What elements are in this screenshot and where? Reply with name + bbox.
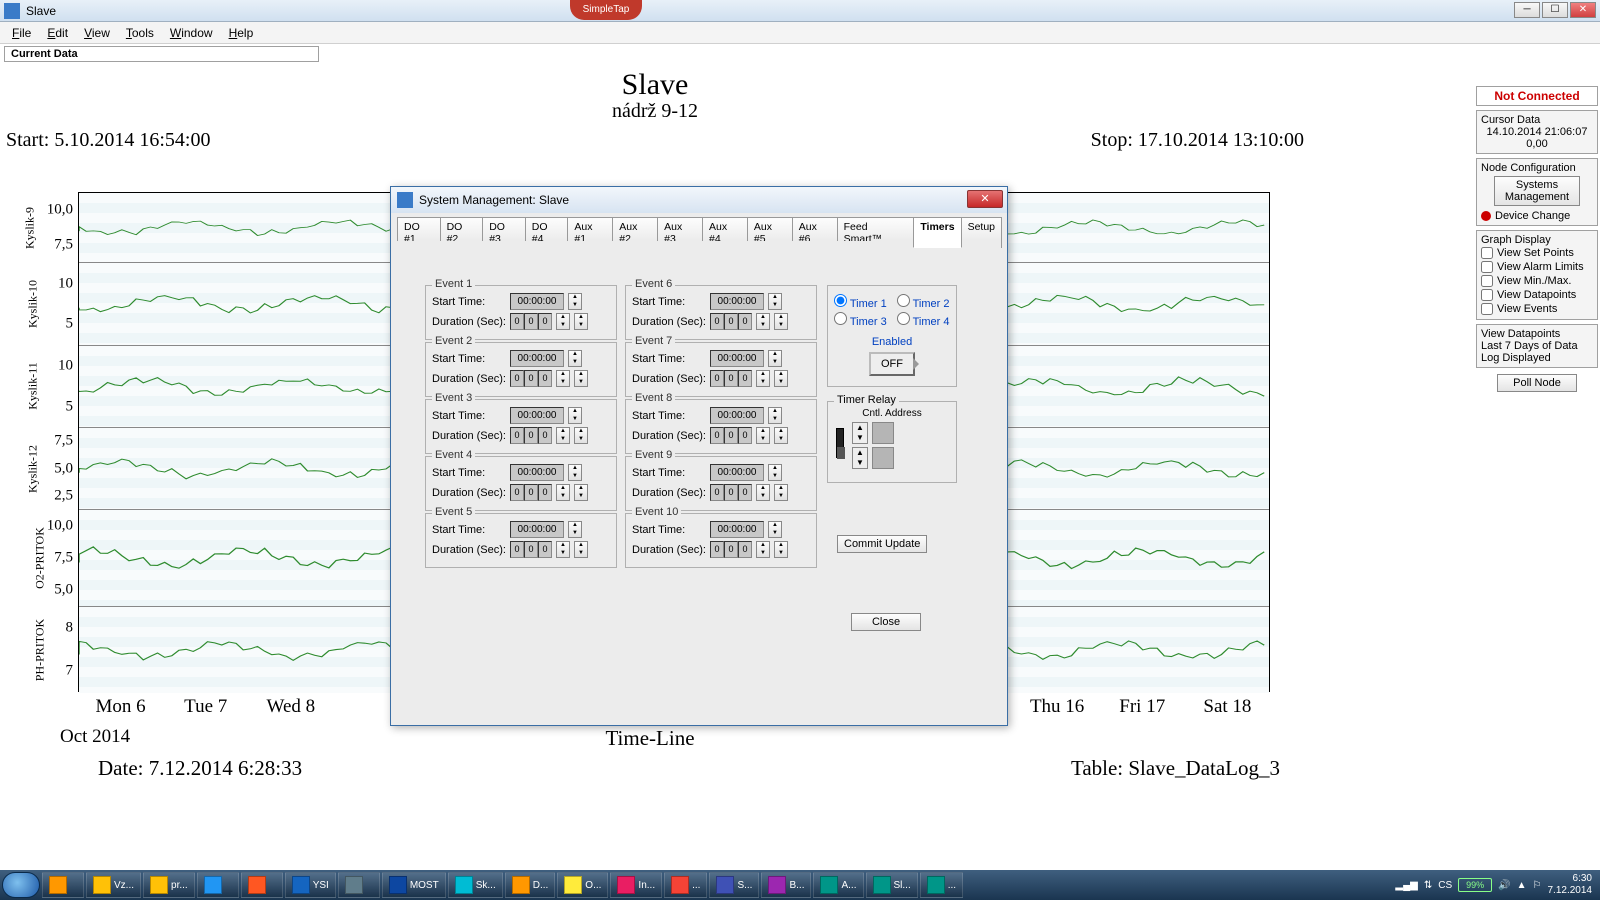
timer-relay-header: Timer Relay <box>834 394 899 406</box>
enabled-label: Enabled <box>834 336 950 348</box>
menu-window[interactable]: Window <box>162 26 221 40</box>
check-2[interactable] <box>1481 275 1493 287</box>
taskbar-item-13[interactable]: S... <box>709 872 759 898</box>
chart-start: Start: 5.10.2014 16:54:00 <box>6 129 210 152</box>
node-config-header: Node Configuration <box>1481 162 1593 174</box>
relay-address-label: Cntl. Address <box>834 408 950 419</box>
dlg-tab-11[interactable]: Timers <box>913 217 961 248</box>
chart-title: Slave <box>0 68 1310 102</box>
timer-2-radio[interactable] <box>897 294 910 307</box>
simpletap-badge[interactable]: SimpleTap <box>570 0 642 20</box>
window-titlebar: Slave ─ ☐ ✕ <box>0 0 1600 22</box>
clock[interactable]: 6:30 7.12.2014 <box>1548 873 1593 897</box>
taskbar: Vz...pr...YSIMOSTSk...D...O...In......S.… <box>0 870 1600 900</box>
graph-display-header: Graph Display <box>1481 234 1593 246</box>
timer-3-radio[interactable] <box>834 312 847 325</box>
taskbar-item-16[interactable]: Sl... <box>866 872 918 898</box>
taskbar-item-2[interactable]: pr... <box>143 872 195 898</box>
device-change-icon <box>1481 211 1491 221</box>
menu-bar: File Edit View Tools Window Help <box>0 22 1600 44</box>
tray-chevron-icon[interactable]: ▲ <box>1517 880 1527 891</box>
dialog-titlebar: System Management: Slave ✕ <box>391 187 1007 213</box>
taskbar-item-6[interactable] <box>338 872 380 898</box>
relay-addr-2-val <box>872 447 894 469</box>
cursor-time: 14.10.2014 21:06:07 <box>1481 126 1593 138</box>
close-window-button[interactable]: ✕ <box>1570 2 1596 18</box>
taskbar-item-9[interactable]: D... <box>505 872 556 898</box>
chart-subtitle: nádrž 9-12 <box>0 100 1310 123</box>
cursor-data-box: Cursor Data 14.10.2014 21:06:07 0,00 <box>1476 110 1598 154</box>
events-column-right: Event 6 Start Time: 00:00:00 ▲▼ Duration… <box>625 285 817 570</box>
node-config-box: Node Configuration Systems Management De… <box>1476 158 1598 226</box>
taskbar-item-17[interactable]: ... <box>920 872 963 898</box>
taskbar-item-14[interactable]: B... <box>761 872 811 898</box>
chart-stop: Stop: 17.10.2014 13:10:00 <box>1091 129 1304 152</box>
footer-table: Table: Slave_DataLog_3 <box>1071 756 1280 781</box>
menu-tools[interactable]: Tools <box>118 26 162 40</box>
taskbar-item-4[interactable] <box>241 872 283 898</box>
start-button[interactable] <box>2 872 40 898</box>
check-3[interactable] <box>1481 289 1493 301</box>
graph-display-box: Graph Display View Set PointsView Alarm … <box>1476 230 1598 320</box>
dialog-icon <box>397 192 413 208</box>
side-panel: Not Connected Cursor Data 14.10.2014 21:… <box>1476 86 1598 394</box>
menu-edit[interactable]: Edit <box>39 26 76 40</box>
taskbar-item-15[interactable]: A... <box>813 872 863 898</box>
systems-management-button[interactable]: Systems Management <box>1494 176 1580 206</box>
cursor-value: 0,00 <box>1481 138 1593 150</box>
dialog-close-x[interactable]: ✕ <box>967 190 1003 208</box>
check-1[interactable] <box>1481 261 1493 273</box>
taskbar-item-7[interactable]: MOST <box>382 872 446 898</box>
relay-addr-1-val <box>872 422 894 444</box>
commit-update-button[interactable]: Commit Update <box>837 535 927 553</box>
events-column-left: Event 1 Start Time: 00:00:00 ▲▼ Duration… <box>425 285 617 570</box>
enabled-toggle[interactable]: OFF <box>869 352 915 376</box>
timeline-label: Time-Line <box>0 726 1300 751</box>
taskbar-item-8[interactable]: Sk... <box>448 872 503 898</box>
taskbar-item-5[interactable]: YSI <box>285 872 336 898</box>
taskbar-item-12[interactable]: ... <box>664 872 707 898</box>
footer-date: Date: 7.12.2014 6:28:33 <box>98 756 302 781</box>
cursor-data-header: Cursor Data <box>1481 114 1593 126</box>
check-0[interactable] <box>1481 247 1493 259</box>
dialog-title: System Management: Slave <box>419 193 569 207</box>
view-datapoints-header: View Datapoints <box>1481 328 1593 340</box>
view-datapoints-box: View Datapoints Last 7 Days of Data Log … <box>1476 324 1598 368</box>
check-4[interactable] <box>1481 303 1493 315</box>
connection-status: Not Connected <box>1476 86 1598 106</box>
taskbar-item-10[interactable]: O... <box>557 872 608 898</box>
battery-indicator[interactable]: 99% <box>1458 878 1492 892</box>
dialog-close-button[interactable]: Close <box>851 613 921 631</box>
taskbar-item-0[interactable] <box>42 872 84 898</box>
timer-4-radio[interactable] <box>897 312 910 325</box>
timer-relay-box: Timer Relay Cntl. Address ▲▼ ▲▼ <box>827 401 957 483</box>
taskbar-item-11[interactable]: In... <box>610 872 662 898</box>
timer-1-radio[interactable] <box>834 294 847 307</box>
maximize-button[interactable]: ☐ <box>1542 2 1568 18</box>
menu-view[interactable]: View <box>76 26 118 40</box>
system-tray: ▂▄▆ ⇅ CS 99% 🔊 ▲ ⚐ 6:30 7.12.2014 <box>1395 873 1598 897</box>
menu-help[interactable]: Help <box>221 26 262 40</box>
language-indicator[interactable]: CS <box>1438 880 1452 891</box>
minimize-button[interactable]: ─ <box>1514 2 1540 18</box>
timer-select-box: Timer 1 Timer 2 Timer 3 Timer 4 Enabled … <box>827 285 957 387</box>
network-icon[interactable]: ⇅ <box>1424 880 1432 891</box>
device-change-label: Device Change <box>1495 210 1570 222</box>
menu-file[interactable]: File <box>4 26 39 40</box>
taskbar-item-3[interactable] <box>197 872 239 898</box>
flag-icon[interactable]: ⚐ <box>1533 880 1542 891</box>
system-management-dialog: System Management: Slave ✕ DO #1DO #2DO … <box>390 186 1008 726</box>
volume-icon[interactable]: 🔊 <box>1498 880 1510 891</box>
relay-led-icon <box>836 428 844 458</box>
document-tabs: Current Data <box>0 44 1600 66</box>
taskbar-item-1[interactable]: Vz... <box>86 872 141 898</box>
relay-addr-2-spin[interactable]: ▲▼ <box>852 447 868 469</box>
relay-addr-1-spin[interactable]: ▲▼ <box>852 422 868 444</box>
window-title: Slave <box>26 4 56 18</box>
poll-node-button[interactable]: Poll Node <box>1497 374 1577 392</box>
view-datapoints-text: Last 7 Days of Data Log Displayed <box>1481 340 1593 364</box>
app-icon <box>4 3 20 19</box>
wifi-icon[interactable]: ▂▄▆ <box>1395 880 1417 891</box>
tab-current-data[interactable]: Current Data <box>4 46 319 62</box>
